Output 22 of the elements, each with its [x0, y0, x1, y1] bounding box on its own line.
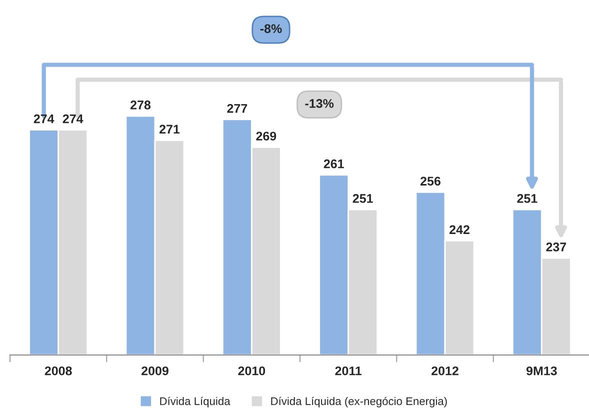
data-label: 278	[130, 100, 151, 110]
data-label: 242	[450, 225, 470, 234]
text: -8%	[260, 24, 282, 34]
x-tick-label: 2011	[335, 366, 362, 376]
data-label: 251	[352, 194, 373, 203]
text: -13%	[305, 99, 334, 108]
x-tick-label: 2008	[44, 366, 72, 376]
data-label: 277	[227, 104, 248, 113]
legend-label: Dívida Líquida	[160, 396, 230, 408]
data-label: 237	[546, 242, 566, 252]
data-label: 269	[256, 132, 276, 141]
data-label: 274	[34, 114, 54, 124]
data-label: 256	[420, 176, 440, 186]
legend-label: Dívida Líquida (ex-negócio Energia)	[271, 396, 447, 408]
x-tick-label: 2009	[142, 366, 168, 376]
x-tick-label: 9M13	[526, 366, 557, 376]
data-label: 251	[517, 194, 538, 203]
x-tick-label: 2010	[238, 366, 266, 376]
data-label: 261	[324, 159, 344, 168]
data-label: 271	[160, 124, 180, 134]
x-tick-label: 2012	[432, 366, 458, 376]
data-label: 274	[62, 114, 84, 124]
